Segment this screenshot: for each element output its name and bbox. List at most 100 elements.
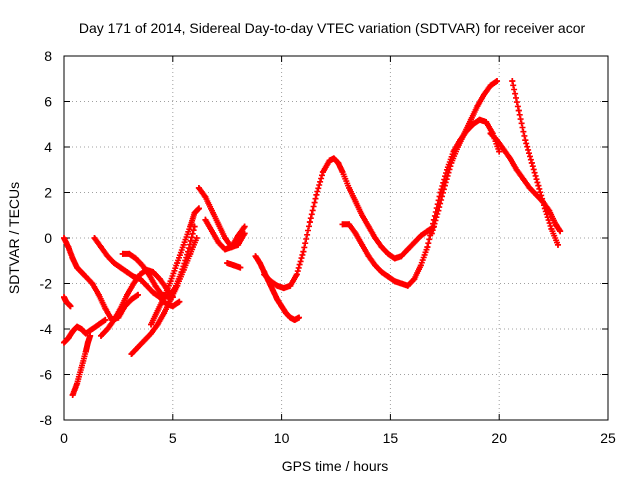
data-point xyxy=(496,148,503,155)
data-point xyxy=(141,337,148,344)
data-point xyxy=(533,191,540,198)
data-point xyxy=(372,262,379,269)
data-point xyxy=(69,391,76,398)
data-point xyxy=(102,305,109,312)
data-point xyxy=(180,241,187,248)
data-point xyxy=(148,321,155,328)
data-point xyxy=(132,255,139,262)
data-point xyxy=(235,241,242,248)
data-point xyxy=(554,241,561,248)
data-point xyxy=(69,255,76,262)
data-point xyxy=(202,216,209,223)
data-point xyxy=(117,264,124,271)
data-point xyxy=(359,241,366,248)
series-arc-r xyxy=(509,78,561,248)
data-point xyxy=(346,221,353,228)
data-point xyxy=(522,137,529,144)
data-point xyxy=(195,205,202,212)
data-point xyxy=(95,321,102,328)
data-point xyxy=(208,228,215,235)
x-tick-label: 5 xyxy=(169,430,177,446)
data-point xyxy=(467,116,474,123)
data-point xyxy=(339,169,346,176)
data-point xyxy=(398,253,405,260)
data-point xyxy=(169,303,176,310)
data-point xyxy=(185,248,192,255)
data-point xyxy=(145,271,152,278)
data-point xyxy=(65,335,72,342)
series-arc-j xyxy=(195,184,248,251)
series-arc-a xyxy=(61,316,109,346)
data-point xyxy=(313,191,320,198)
data-point xyxy=(178,269,185,276)
data-point xyxy=(104,326,111,332)
data-point xyxy=(69,328,76,335)
data-point xyxy=(398,280,405,287)
data-point xyxy=(461,130,468,137)
data-point xyxy=(330,155,337,162)
data-point xyxy=(278,303,285,310)
data-point xyxy=(319,169,326,176)
data-point xyxy=(67,303,74,310)
data-point xyxy=(500,146,507,153)
data-point xyxy=(385,250,392,257)
data-point xyxy=(352,230,359,237)
data-point xyxy=(365,253,372,260)
data-point xyxy=(385,273,392,280)
chart-title: Day 171 of 2014, Sidereal Day-to-day VTE… xyxy=(79,20,586,36)
data-markers xyxy=(61,78,564,398)
data-point xyxy=(224,260,231,267)
data-point xyxy=(78,364,85,371)
data-point xyxy=(480,91,487,98)
x-axis-label: GPS time / hours xyxy=(282,458,389,474)
data-point xyxy=(372,235,379,241)
data-point xyxy=(65,244,72,251)
series-markers xyxy=(195,185,248,251)
x-tick-label: 15 xyxy=(383,430,399,446)
data-point xyxy=(84,339,91,346)
data-point xyxy=(261,271,268,278)
data-point xyxy=(128,296,135,303)
data-point xyxy=(215,221,222,228)
data-point xyxy=(509,78,516,85)
data-point xyxy=(557,228,564,235)
y-axis-label: SDTVAR / TECUs xyxy=(6,182,22,294)
series-arc-i xyxy=(148,205,202,328)
data-point xyxy=(256,260,263,267)
data-point xyxy=(89,326,96,332)
data-point xyxy=(230,262,237,269)
data-point xyxy=(424,244,431,251)
data-point xyxy=(78,326,85,332)
data-point xyxy=(161,294,168,301)
data-point xyxy=(111,260,118,267)
data-point xyxy=(404,246,411,253)
data-point xyxy=(287,282,294,289)
data-point xyxy=(280,285,287,292)
data-point xyxy=(335,159,342,166)
data-point xyxy=(269,287,276,294)
data-point xyxy=(293,271,300,278)
data-point xyxy=(152,282,159,289)
data-point xyxy=(417,232,424,239)
x-tick-label: 10 xyxy=(274,430,290,446)
series-arc-b xyxy=(69,332,94,398)
data-point xyxy=(215,239,222,246)
data-point xyxy=(274,282,281,289)
data-point xyxy=(134,291,141,298)
y-tick-label: -6 xyxy=(40,367,53,383)
data-point xyxy=(74,264,81,271)
data-point xyxy=(134,344,141,351)
data-point xyxy=(267,278,274,285)
data-point xyxy=(411,239,418,246)
data-point xyxy=(82,273,89,280)
data-point xyxy=(150,269,157,276)
data-point xyxy=(82,348,89,355)
series-markers xyxy=(61,316,109,346)
data-point xyxy=(287,314,294,321)
data-point xyxy=(89,280,96,287)
data-point xyxy=(154,321,161,328)
data-point xyxy=(156,275,163,282)
series-arc-o xyxy=(339,116,503,289)
data-point xyxy=(124,291,131,298)
data-point xyxy=(494,78,501,85)
